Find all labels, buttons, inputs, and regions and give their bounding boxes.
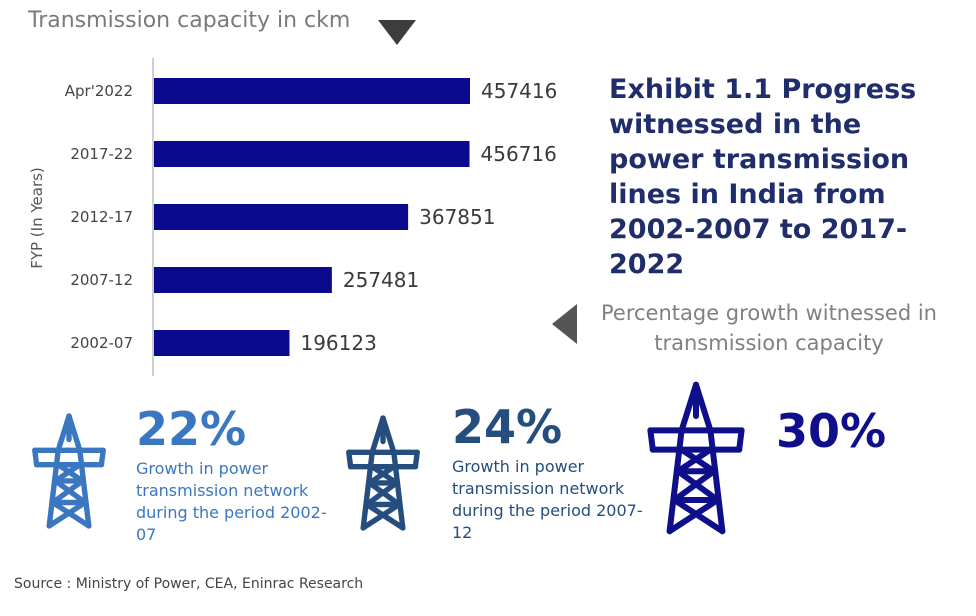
transmission-tower-icon	[647, 381, 745, 535]
transmission-tower-icon	[32, 413, 106, 529]
data-label: 196123	[300, 331, 376, 355]
bar	[154, 78, 470, 104]
growth-caption: Percentage growth witnessed in transmiss…	[601, 301, 937, 355]
growth-percent-1: 22%	[136, 402, 247, 456]
bar	[154, 330, 290, 356]
category-label: 2017-22	[70, 145, 133, 163]
data-label: 456716	[481, 142, 557, 166]
category-label: 2012-17	[70, 208, 133, 226]
chart-title: Transmission capacity in ckm	[28, 8, 351, 33]
category-label: 2007-12	[70, 271, 133, 289]
growth-description-2: Growth in power transmission network dur…	[452, 457, 643, 542]
down-arrow-icon	[378, 20, 416, 45]
exhibit-title: Exhibit 1.1 Progress witnessed in the po…	[609, 74, 917, 280]
left-arrow-icon	[552, 304, 577, 344]
data-label: 257481	[343, 268, 419, 292]
bar	[154, 204, 409, 230]
growth-percent-2: 24%	[452, 400, 563, 454]
growth-description-1: Growth in power transmission network dur…	[136, 459, 327, 544]
transmission-tower-icon	[346, 415, 420, 531]
bar-chart: Apr'2022 457416 2017-22 456716 2012-17 367851…	[65, 58, 557, 376]
data-label: 457416	[481, 79, 557, 103]
category-label: 2002-07	[70, 334, 133, 352]
category-label: Apr'2022	[65, 82, 133, 100]
growth-percent-3: 30%	[776, 404, 887, 458]
data-label: 367851	[419, 205, 495, 229]
source-note: Source : Ministry of Power, CEA, Eninrac…	[14, 576, 364, 592]
bar	[154, 267, 332, 293]
bar	[154, 141, 470, 167]
